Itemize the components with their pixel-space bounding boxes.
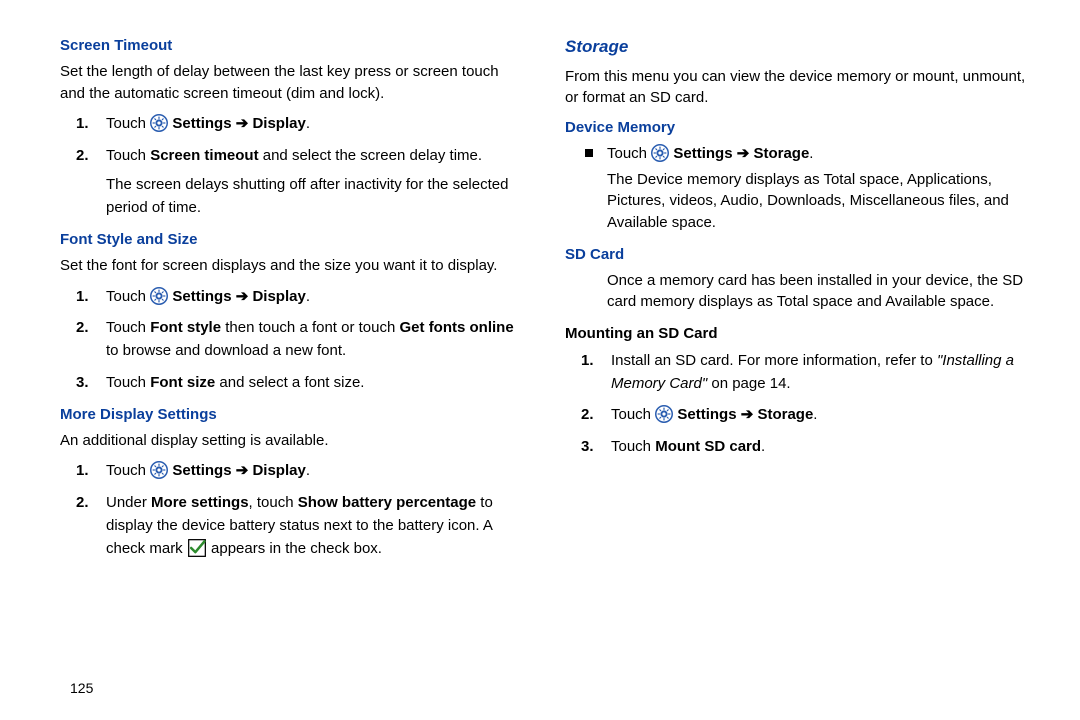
nav-path: Settings ➔ Display	[168, 115, 306, 132]
settings-icon	[651, 144, 669, 162]
settings-icon	[150, 287, 168, 305]
square-bullet-icon	[585, 149, 593, 157]
right-column: Storage From this menu you can view the …	[565, 35, 1030, 700]
text: on page 14.	[707, 375, 790, 392]
step: Touch Font style then touch a font or to…	[102, 316, 525, 363]
desc-font-style: Set the font for screen displays and the…	[60, 255, 525, 277]
text: Touch	[106, 147, 150, 164]
steps-mounting-sd: Install an SD card. For more information…	[565, 349, 1030, 458]
heading-font-style: Font Style and Size	[60, 229, 525, 251]
desc-sd-card: Once a memory card has been installed in…	[565, 270, 1030, 314]
steps-font-style: Touch Settings ➔ Display. Touch Font sty…	[60, 285, 525, 394]
text: Touch	[607, 145, 651, 162]
heading-storage: Storage	[565, 35, 1030, 60]
bullet-desc: The Device memory displays as Total spac…	[607, 169, 1030, 234]
steps-more-display: Touch Settings ➔ Display. Under More set…	[60, 459, 525, 560]
text: Touch	[611, 438, 655, 455]
bold-term: Font size	[150, 374, 215, 391]
checkmark-icon	[187, 538, 207, 558]
text: .	[306, 462, 310, 479]
text: , touch	[249, 494, 298, 511]
step: Touch Mount SD card.	[607, 435, 1030, 458]
step: Touch Settings ➔ Display.	[102, 285, 525, 308]
page-number: 125	[70, 680, 93, 696]
bold-term: Mount SD card	[655, 438, 761, 455]
text: appears in the check box.	[207, 540, 382, 557]
bullet-item: Touch Settings ➔ Storage. The Device mem…	[565, 143, 1030, 234]
settings-icon	[655, 405, 673, 423]
text: and select the screen delay time.	[259, 147, 482, 164]
step: Install an SD card. For more information…	[607, 349, 1030, 396]
bold-term: Font style	[150, 319, 221, 336]
desc-more-display: An additional display setting is availab…	[60, 430, 525, 452]
step: Touch Font size and select a font size.	[102, 371, 525, 394]
left-column: Screen Timeout Set the length of delay b…	[60, 35, 525, 700]
step: Touch Screen timeout and select the scre…	[102, 144, 525, 220]
nav-path: Settings ➔ Display	[168, 288, 306, 305]
step: Touch Settings ➔ Display.	[102, 459, 525, 482]
bold-term: More settings	[151, 494, 249, 511]
text: and select a font size.	[215, 374, 364, 391]
text: .	[761, 438, 765, 455]
bold-term: Show battery percentage	[298, 494, 476, 511]
settings-icon	[150, 114, 168, 132]
manual-page: Screen Timeout Set the length of delay b…	[0, 0, 1080, 720]
text: then touch a font or touch	[221, 319, 399, 336]
heading-screen-timeout: Screen Timeout	[60, 35, 525, 57]
heading-mounting-sd: Mounting an SD Card	[565, 323, 1030, 345]
text: Touch	[611, 406, 655, 423]
text: .	[306, 115, 310, 132]
desc-storage: From this menu you can view the device m…	[565, 66, 1030, 110]
nav-path: Settings ➔ Storage	[669, 145, 809, 162]
text: Under	[106, 494, 151, 511]
steps-screen-timeout: Touch Settings ➔ Display. Touch Screen t…	[60, 112, 525, 219]
step-extra: The screen delays shutting off after ina…	[106, 173, 525, 220]
heading-device-memory: Device Memory	[565, 117, 1030, 139]
bold-term: Screen timeout	[150, 147, 258, 164]
bullet-text: Touch Settings ➔ Storage. The Device mem…	[607, 143, 1030, 234]
text: .	[306, 288, 310, 305]
text: Touch	[106, 462, 150, 479]
settings-icon	[150, 461, 168, 479]
text: Touch	[106, 115, 150, 132]
heading-sd-card: SD Card	[565, 244, 1030, 266]
bold-term: Get fonts online	[400, 319, 514, 336]
text: .	[813, 406, 817, 423]
text: Touch	[106, 288, 150, 305]
step: Under More settings, touch Show battery …	[102, 491, 525, 561]
text: Install an SD card. For more information…	[611, 352, 937, 369]
nav-path: Settings ➔ Display	[168, 462, 306, 479]
text: .	[809, 145, 813, 162]
desc-screen-timeout: Set the length of delay between the last…	[60, 61, 525, 105]
text: Touch	[106, 374, 150, 391]
step: Touch Settings ➔ Storage.	[607, 403, 1030, 426]
heading-more-display: More Display Settings	[60, 404, 525, 426]
text: Touch	[106, 319, 150, 336]
step: Touch Settings ➔ Display.	[102, 112, 525, 135]
text: to browse and download a new font.	[106, 342, 346, 359]
nav-path: Settings ➔ Storage	[673, 406, 813, 423]
